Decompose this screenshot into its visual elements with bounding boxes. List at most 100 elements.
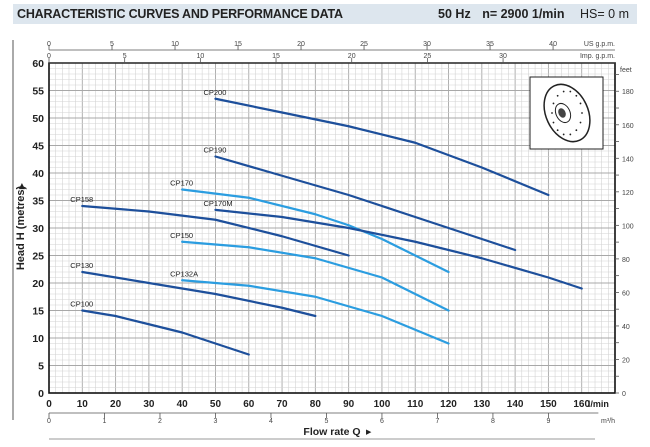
x-tick-label: 150 — [540, 399, 557, 410]
y-tick-label: 30 — [32, 223, 44, 235]
x-tick-label: 0 — [46, 399, 52, 410]
x-tick-label: 160 — [573, 399, 590, 410]
series-line-cp170m — [214, 208, 583, 290]
x-tick-label: 30 — [143, 399, 155, 410]
m3h-tick-label: 2 — [158, 418, 162, 425]
series-line-cp200 — [214, 97, 550, 197]
feet-tick-label: 160 — [622, 123, 634, 130]
us-gpm-tick-label: 5 — [110, 41, 114, 48]
x-tick-label: 20 — [110, 399, 122, 410]
x-tick-label: 130 — [473, 399, 490, 410]
imp-gpm-unit-label: Imp. g.p.m. — [580, 53, 615, 60]
impeller-inset — [529, 76, 604, 150]
series-line-cp170 — [181, 188, 450, 274]
y-tick-label: 50 — [32, 113, 44, 125]
x-tick-label: 140 — [507, 399, 524, 410]
y-tick-label: 40 — [32, 168, 44, 180]
feet-tick-label: 120 — [622, 190, 634, 197]
impeller-hole — [575, 94, 578, 97]
us-gpm-tick-label: 35 — [486, 41, 494, 48]
series-label-cp158: CP158 — [70, 195, 93, 204]
series-label-cp200: CP200 — [203, 88, 226, 97]
imp-gpm-tick-label: 10 — [196, 53, 204, 60]
feet-unit-label: feet — [620, 67, 632, 74]
x-tick-label: 70 — [276, 399, 288, 410]
impeller-shaft — [558, 108, 566, 118]
y-tick-label: 25 — [32, 251, 44, 263]
us-gpm-tick-label: 30 — [423, 41, 431, 48]
impeller-hole — [579, 121, 582, 124]
impeller-hole — [562, 90, 565, 93]
us-gpm-tick-label: 15 — [234, 41, 242, 48]
impeller-hole — [552, 102, 555, 105]
y-tick-label: 5 — [38, 361, 44, 373]
feet-tick-label: 60 — [622, 290, 630, 297]
impeller-icon — [543, 83, 591, 143]
m3h-tick-label: 3 — [214, 418, 218, 425]
m3h-unit-label: m³/h — [601, 418, 615, 425]
y-axis-label: Head H (metres) — [15, 185, 27, 270]
us-gpm-tick-label: 25 — [360, 41, 368, 48]
impeller-hole — [581, 112, 583, 114]
header-bar: CHARACTERISTIC CURVES AND PERFORMANCE DA… — [13, 4, 637, 24]
feet-tick-label: 20 — [622, 357, 630, 364]
m3h-tick-label: 9 — [546, 418, 550, 425]
series-label-cp150: CP150 — [170, 231, 193, 240]
impeller-hole — [556, 94, 559, 97]
x-tick-label: 120 — [440, 399, 457, 410]
y-tick-label: 0 — [38, 388, 44, 400]
x-axis-arrow-icon: ▶ — [366, 429, 372, 436]
series-line-cp100 — [81, 309, 250, 356]
x-tick-label: 110 — [407, 399, 424, 410]
x-tick-label: 10 — [77, 399, 89, 410]
x-tick-label: 40 — [177, 399, 189, 410]
m3h-tick-label: 5 — [325, 418, 329, 425]
series-line-cp132a — [181, 279, 450, 345]
impeller-hole — [562, 133, 565, 136]
impeller-hole — [551, 112, 553, 114]
chart-title: CHARACTERISTIC CURVES AND PERFORMANCE DA… — [17, 7, 343, 21]
m3h-tick-label: 1 — [103, 418, 107, 425]
conditions: 50 Hz n= 2900 1/min HS= 0 m — [430, 7, 629, 21]
y-tick-label: 15 — [32, 306, 44, 318]
imp-gpm-tick-label: 5 — [123, 53, 127, 60]
us-gpm-tick-label: 0 — [47, 41, 51, 48]
x-tick-label: 90 — [343, 399, 355, 410]
y-tick-label: 45 — [32, 141, 44, 153]
feet-tick-label: 40 — [622, 324, 630, 331]
feet-tick-label: 180 — [622, 89, 634, 96]
imp-gpm-tick-label: 30 — [499, 53, 507, 60]
feet-tick-label: 0 — [622, 391, 626, 398]
series-label-cp190: CP190 — [203, 146, 226, 155]
series-line-cp190 — [214, 155, 517, 252]
us-gpm-tick-label: 10 — [171, 41, 179, 48]
imp-gpm-tick-label: 20 — [348, 53, 356, 60]
series-label-cp170m: CP170M — [203, 199, 232, 208]
series-label-cp130: CP130 — [70, 261, 93, 270]
y-tick-label: 35 — [32, 196, 44, 208]
speed: n= 2900 1/min — [482, 7, 565, 21]
m3h-tick-label: 7 — [435, 418, 439, 425]
feet-tick-label: 100 — [622, 223, 634, 230]
x-axis-label: Flow rate Q — [303, 426, 360, 438]
m3h-tick-label: 6 — [380, 418, 384, 425]
imp-gpm-tick-label: 25 — [423, 53, 431, 60]
impeller-hole — [552, 121, 555, 124]
us-gpm-unit-label: US g.p.m. — [584, 41, 615, 48]
frequency: 50 Hz — [438, 7, 471, 21]
impeller-hole — [579, 102, 582, 105]
x-tick-label: 100 — [374, 399, 391, 410]
series-label-cp100: CP100 — [70, 300, 93, 309]
us-gpm-tick-label: 20 — [297, 41, 305, 48]
feet-tick-label: 80 — [622, 257, 630, 264]
y-tick-label: 55 — [32, 86, 44, 98]
y-axis-arrow-icon: ▶ — [17, 182, 26, 189]
y-tick-label: 10 — [32, 333, 44, 345]
impeller-hole — [556, 129, 559, 132]
hs-value: HS= 0 m — [580, 7, 629, 21]
series-line-cp150 — [181, 240, 450, 312]
x-tick-label: 50 — [210, 399, 222, 410]
y-tick-label: 20 — [32, 278, 44, 290]
us-gpm-tick-label: 40 — [549, 41, 557, 48]
